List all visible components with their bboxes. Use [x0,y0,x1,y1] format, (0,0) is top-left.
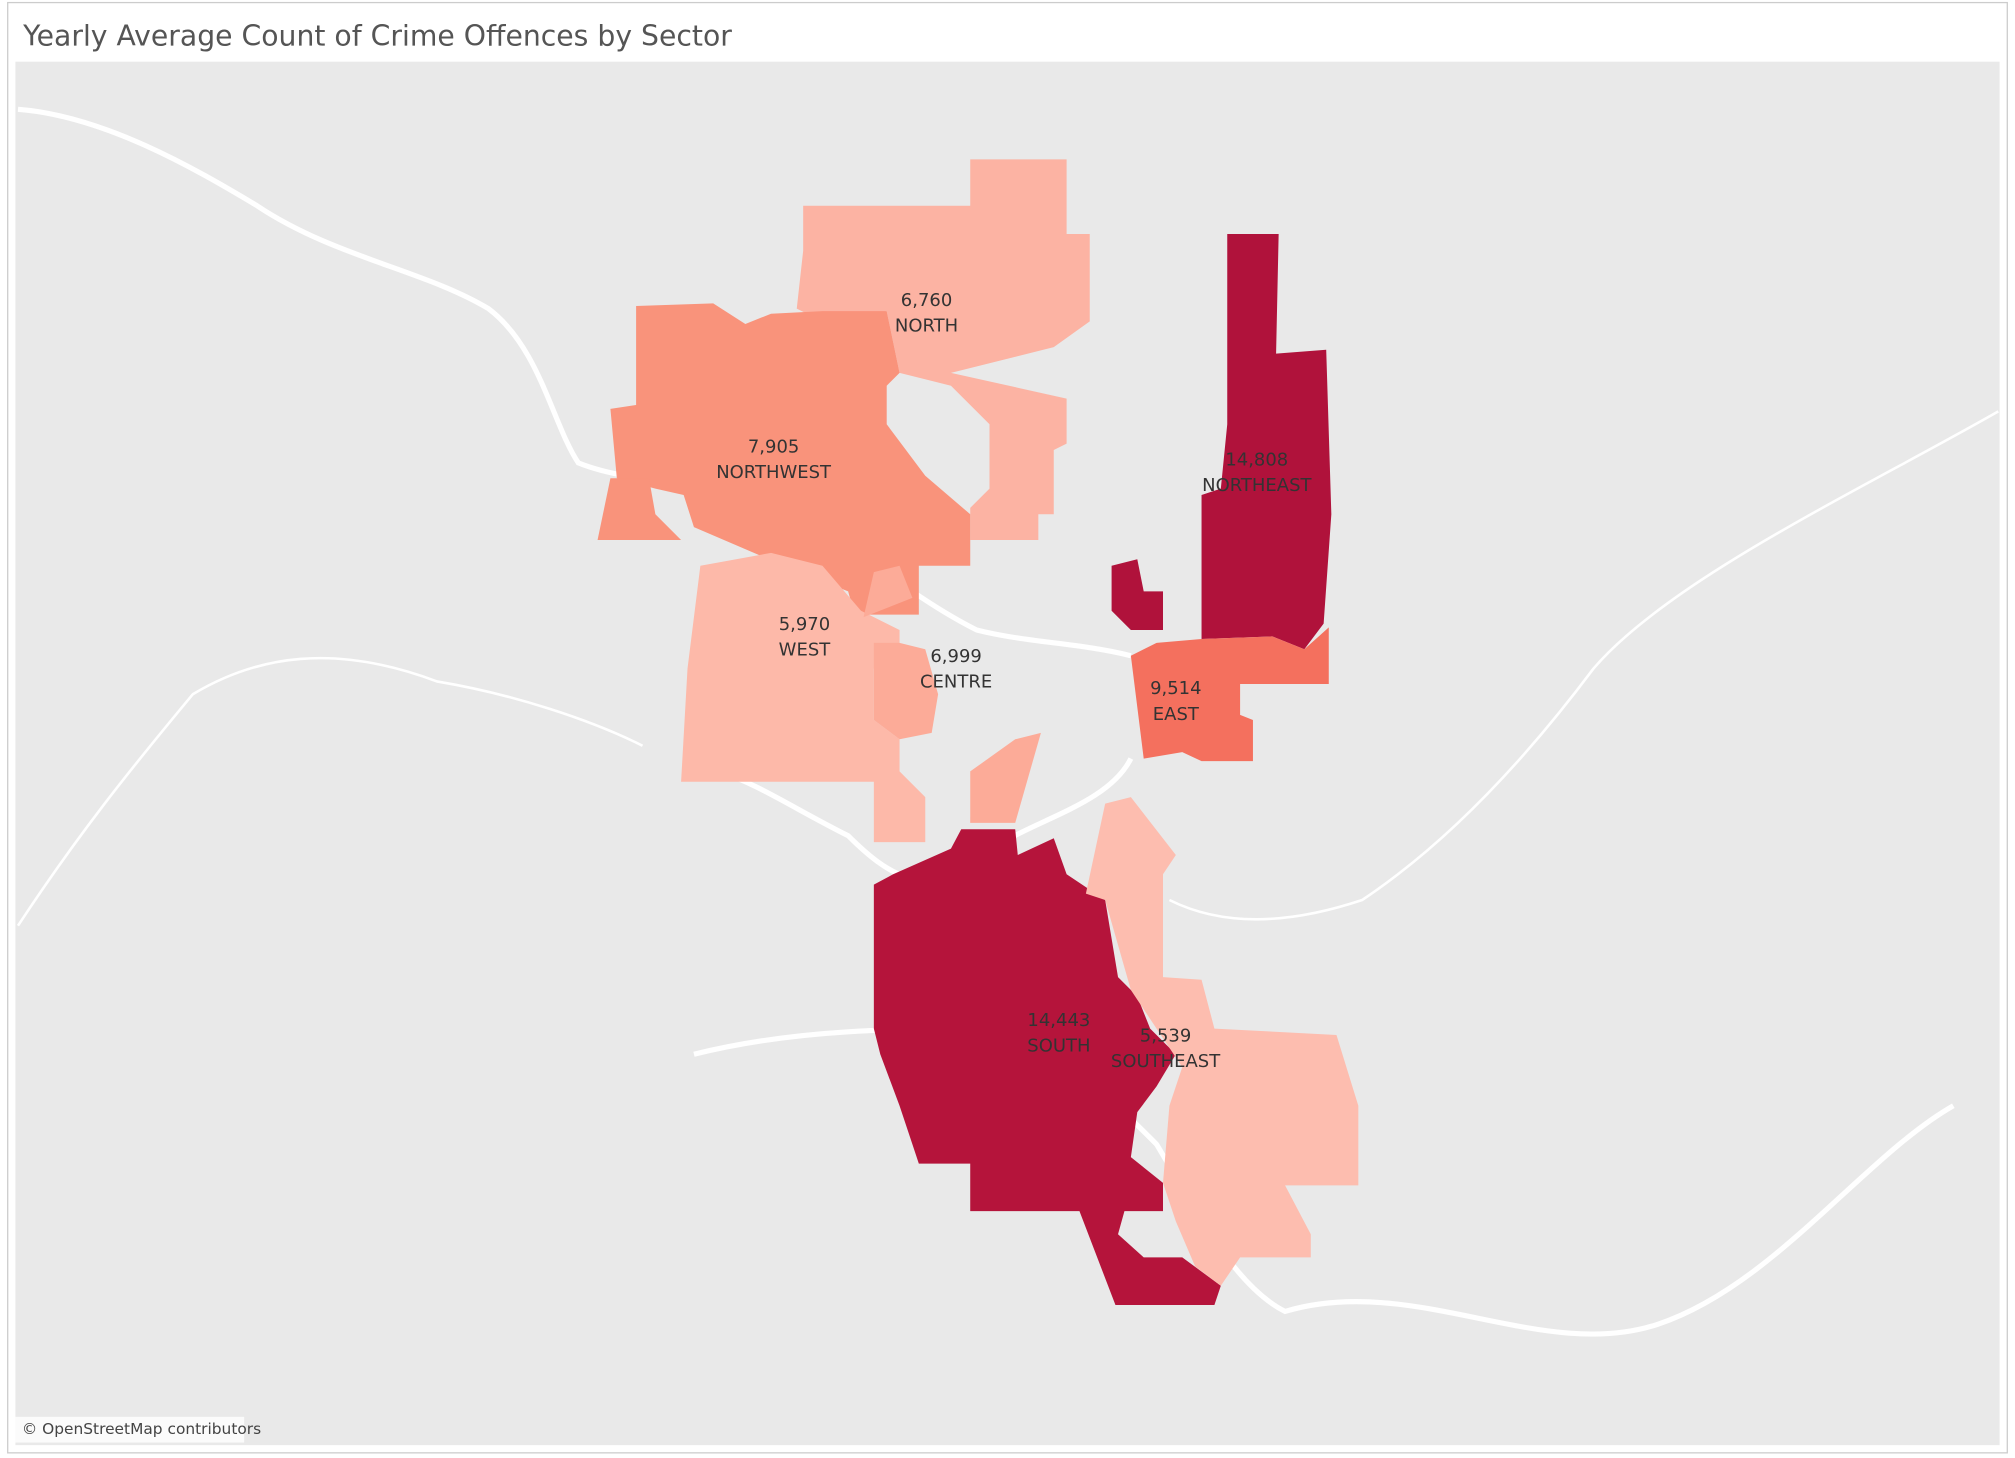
region [863,565,913,618]
region-label: SOUTHEAST [1111,1051,1221,1072]
value-label: 14,808 [1225,449,1288,470]
region [681,552,926,843]
value-label: 6,760 [901,290,952,311]
region [610,303,971,615]
title: Yearly Average Count of Crime Offences b… [22,19,732,52]
value-label: 5,970 [779,614,830,635]
region [1201,234,1332,650]
value-label: 9,514 [1150,678,1201,699]
river [17,106,1132,659]
region-label: NORTHWEST [716,462,832,483]
attribution: © OpenStreetMap contributors [22,1420,261,1438]
region [597,478,682,540]
region [796,159,1090,540]
region-label: SOUTH [1027,1036,1090,1057]
region [1130,627,1329,762]
region [873,642,939,740]
region [873,829,1221,1305]
region-label: NORTHEAST [1202,475,1312,496]
river [16,656,644,927]
region [1085,797,1359,1286]
region-label: EAST [1153,704,1200,725]
region-label: WEST [779,640,832,661]
labels: 6,760 NORTH 7,905 NORTHWEST 5,970 WEST 6,999 CE… [716,290,1312,1072]
region [1111,559,1163,630]
river [1168,410,1999,921]
value-label: 5,539 [1140,1025,1191,1046]
value-label: 6,999 [930,646,981,667]
value-label: 14,443 [1027,1010,1090,1031]
attribution-bg [15,1416,245,1443]
value-label: 7,905 [748,436,799,457]
region [970,732,1041,823]
regions [597,159,1359,1305]
region-label: NORTH [895,316,958,337]
region-label: CENTRE [920,672,992,693]
